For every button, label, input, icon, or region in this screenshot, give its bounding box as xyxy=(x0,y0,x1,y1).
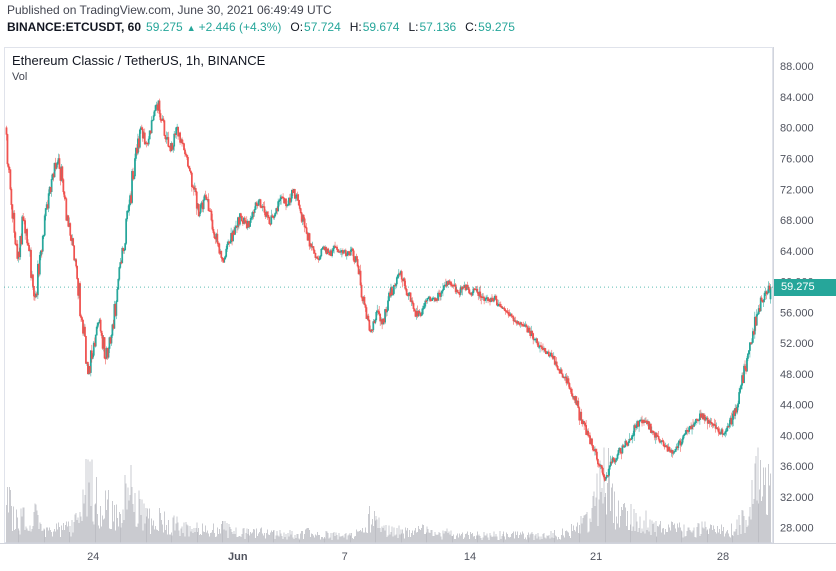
svg-text:84.000: 84.000 xyxy=(780,92,814,104)
svg-text:24: 24 xyxy=(87,551,99,563)
open-value: 57.724 xyxy=(304,20,341,34)
svg-text:48.000: 48.000 xyxy=(780,369,814,381)
candles-down-layer xyxy=(5,98,771,482)
svg-text:21: 21 xyxy=(590,551,602,563)
high-label: H: xyxy=(349,20,362,34)
symbol-name[interactable]: BINANCE:ETCUSDT, 60 xyxy=(7,20,142,34)
volume-layer xyxy=(5,447,772,543)
svg-text:28: 28 xyxy=(717,551,729,563)
time-axis[interactable] xyxy=(0,544,836,571)
svg-text:Jun: Jun xyxy=(228,551,248,563)
low-value: 57.136 xyxy=(419,20,457,34)
low-label: L: xyxy=(408,20,419,34)
svg-text:64.000: 64.000 xyxy=(780,246,814,258)
svg-text:32.000: 32.000 xyxy=(780,492,814,504)
svg-text:28.000: 28.000 xyxy=(780,523,814,535)
svg-text:88.000: 88.000 xyxy=(780,61,814,73)
high-value: 59.674 xyxy=(362,20,400,34)
svg-text:36.000: 36.000 xyxy=(780,461,814,473)
close-value: 59.275 xyxy=(478,20,515,34)
svg-text:44.000: 44.000 xyxy=(780,400,814,412)
price-change: +2.446 (+4.3%) xyxy=(198,20,282,34)
chart-title: Ethereum Classic / TetherUS, 1h, BINANCE xyxy=(12,53,266,68)
svg-text:72.000: 72.000 xyxy=(780,184,814,196)
close-label: C: xyxy=(465,20,478,34)
published-line: Published on TradingView.com, June 30, 2… xyxy=(7,3,332,17)
time-axis-labels: 24 Jun 7 14 21 28 xyxy=(87,551,729,563)
symbol-status-line: BINANCE:ETCUSDT, 60 59.275 ▲ +2.446 (+4.3%)… xyxy=(7,20,519,34)
svg-text:7: 7 xyxy=(342,551,348,563)
current-price-badge: 59.275 xyxy=(774,278,836,296)
svg-text:68.000: 68.000 xyxy=(780,215,814,227)
svg-text:40.000: 40.000 xyxy=(780,430,814,442)
svg-text:14: 14 xyxy=(464,551,476,563)
svg-text:56.000: 56.000 xyxy=(780,307,814,319)
svg-text:52.000: 52.000 xyxy=(780,338,814,350)
volume-indicator-label: Vol xyxy=(12,71,28,83)
candles-up-layer xyxy=(12,100,772,481)
svg-text:76.000: 76.000 xyxy=(780,154,814,166)
up-arrow-icon: ▲ xyxy=(186,23,196,33)
svg-text:80.000: 80.000 xyxy=(780,123,814,135)
price-axis[interactable] xyxy=(774,47,836,543)
last-price: 59.275 xyxy=(146,20,183,34)
open-label: O: xyxy=(290,20,304,34)
